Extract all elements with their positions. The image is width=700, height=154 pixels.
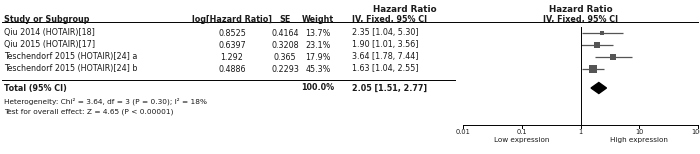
Text: 17.9%: 17.9%	[305, 53, 330, 61]
Text: 13.7%: 13.7%	[305, 28, 330, 38]
Text: 1.63 [1.04, 2.55]: 1.63 [1.04, 2.55]	[352, 65, 419, 73]
Text: 100.0%: 100.0%	[302, 83, 335, 93]
Text: IV, Fixed, 95% CI: IV, Fixed, 95% CI	[543, 15, 618, 24]
Text: log[Hazard Ratio]: log[Hazard Ratio]	[192, 15, 272, 24]
Text: 0.8525: 0.8525	[218, 28, 246, 38]
Text: 10: 10	[635, 129, 643, 135]
Text: Qiu 2015 (HOTAIR)[17]: Qiu 2015 (HOTAIR)[17]	[4, 41, 95, 49]
Text: Total (95% CI): Total (95% CI)	[4, 83, 67, 93]
Text: 0.01: 0.01	[456, 129, 470, 135]
Text: 2.05 [1.51, 2.77]: 2.05 [1.51, 2.77]	[352, 83, 427, 93]
Text: 0.4886: 0.4886	[218, 65, 246, 73]
Text: 0.6397: 0.6397	[218, 41, 246, 49]
Text: IV, Fixed, 95% CI: IV, Fixed, 95% CI	[352, 15, 427, 24]
Text: Teschendorf 2015 (HOTAIR)[24] b: Teschendorf 2015 (HOTAIR)[24] b	[4, 65, 137, 73]
Text: 100: 100	[692, 129, 700, 135]
Text: 1.292: 1.292	[220, 53, 244, 61]
Text: 3.64 [1.78, 7.44]: 3.64 [1.78, 7.44]	[352, 53, 419, 61]
Text: 1.90 [1.01, 3.56]: 1.90 [1.01, 3.56]	[352, 41, 419, 49]
Text: 23.1%: 23.1%	[305, 41, 330, 49]
Text: Hazard Ratio: Hazard Ratio	[373, 5, 437, 14]
Text: 0.1: 0.1	[517, 129, 527, 135]
Text: 45.3%: 45.3%	[305, 65, 330, 73]
Text: Heterogeneity: Chi² = 3.64, df = 3 (P = 0.30); I² = 18%: Heterogeneity: Chi² = 3.64, df = 3 (P = …	[4, 97, 207, 105]
Text: High expression: High expression	[610, 137, 668, 143]
Text: Teschendorf 2015 (HOTAIR)[24] a: Teschendorf 2015 (HOTAIR)[24] a	[4, 53, 137, 61]
Text: Hazard Ratio: Hazard Ratio	[549, 5, 612, 14]
Text: 0.2293: 0.2293	[271, 65, 299, 73]
Text: SE: SE	[279, 15, 290, 24]
Text: Qiu 2014 (HOTAIR)[18]: Qiu 2014 (HOTAIR)[18]	[4, 28, 95, 38]
Text: Test for overall effect: Z = 4.65 (P < 0.00001): Test for overall effect: Z = 4.65 (P < 0…	[4, 109, 174, 115]
Text: 1: 1	[578, 129, 582, 135]
Text: Study or Subgroup: Study or Subgroup	[4, 15, 90, 24]
Text: 0.3208: 0.3208	[271, 41, 299, 49]
Text: 2.35 [1.04, 5.30]: 2.35 [1.04, 5.30]	[352, 28, 419, 38]
Text: Weight: Weight	[302, 15, 334, 24]
Polygon shape	[591, 83, 606, 93]
Text: 0.365: 0.365	[274, 53, 296, 61]
Text: Low expression: Low expression	[494, 137, 550, 143]
Text: 0.4164: 0.4164	[272, 28, 299, 38]
